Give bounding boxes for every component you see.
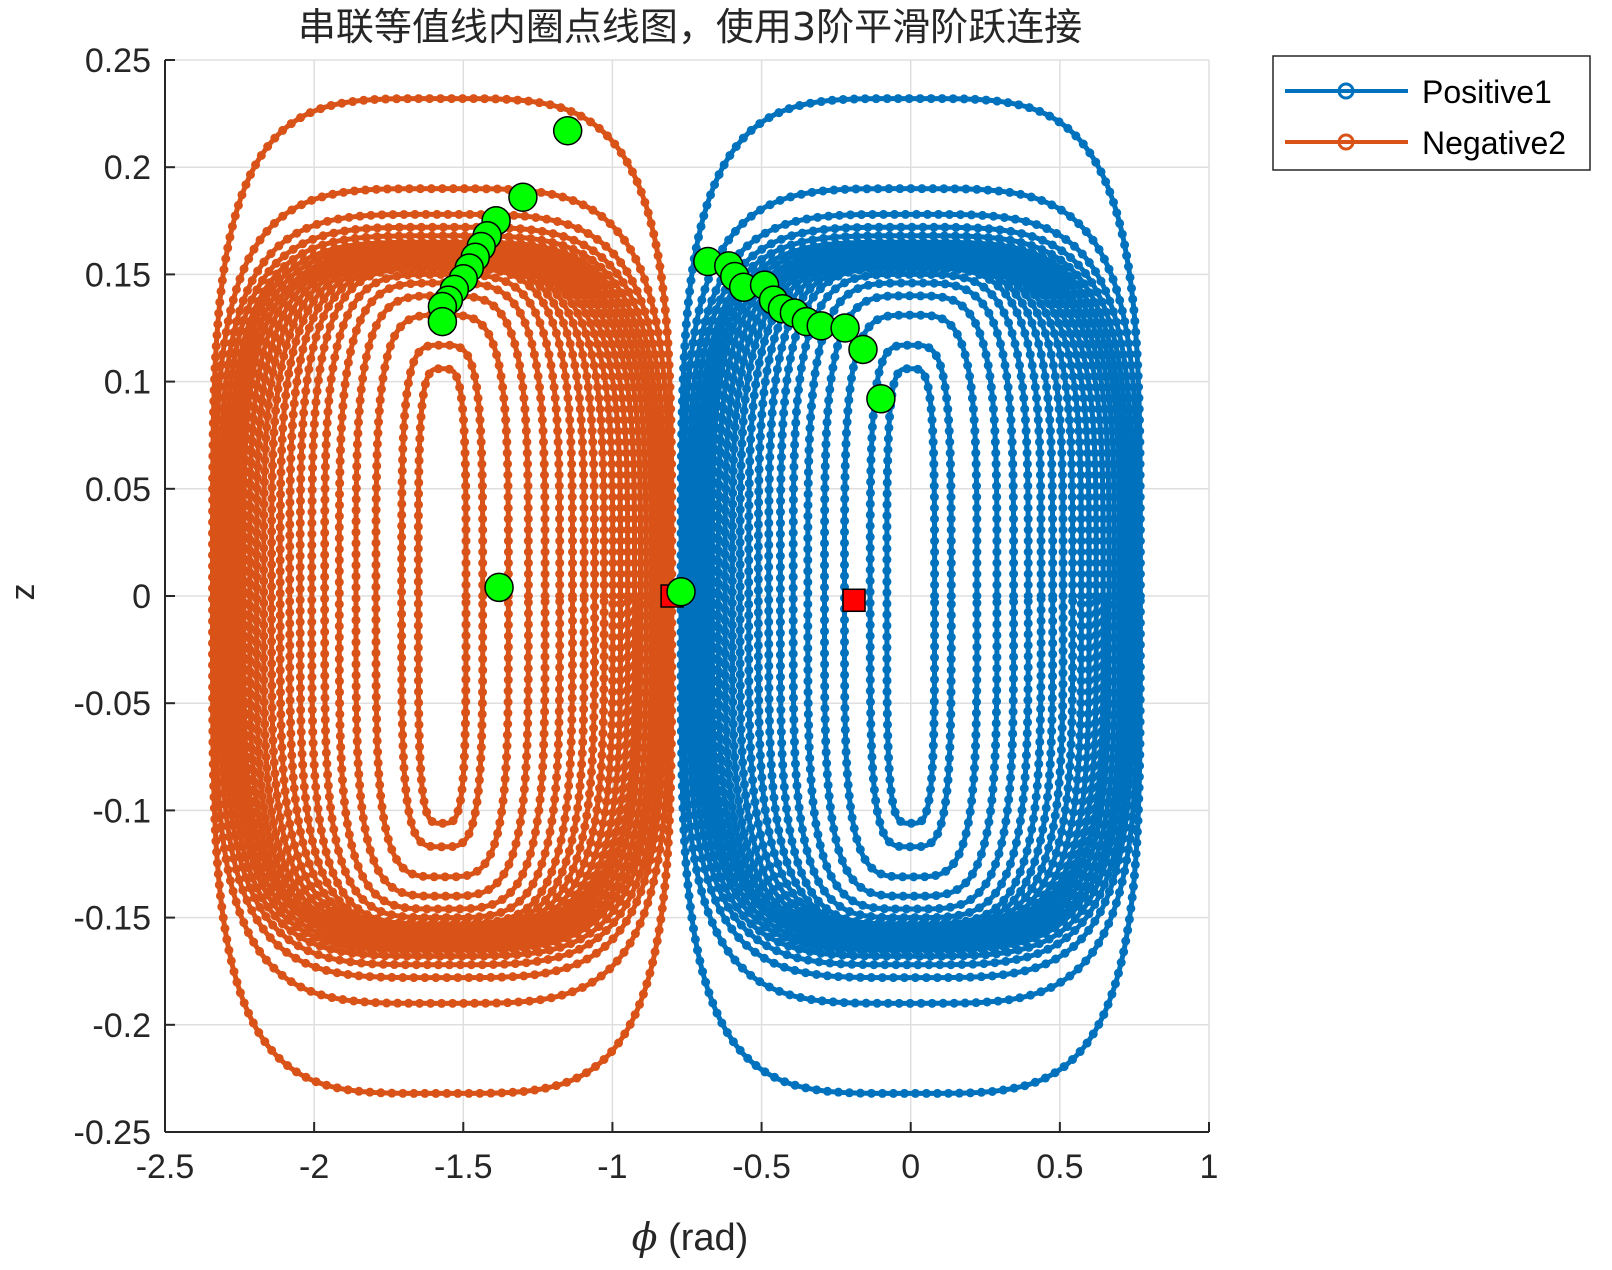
contour-line-1-8 <box>247 250 638 942</box>
contour-line-1-12 <box>277 258 607 934</box>
x-tick-label-5: 0 <box>901 1148 920 1186</box>
legend-entry-negative2: Negative2 <box>1285 125 1566 161</box>
green-marker-26 <box>866 384 896 414</box>
legend-entry-positive1: Positive1 <box>1285 74 1552 110</box>
green-marker-12 <box>484 572 514 603</box>
contour-line-0-18 <box>822 293 1000 899</box>
y-tick-label-4: -0.05 <box>74 685 152 723</box>
contour-line-0-10 <box>729 254 1092 938</box>
marker-layer <box>427 116 896 613</box>
contour-line-0-21 <box>884 366 938 826</box>
green-marker-0 <box>552 116 583 146</box>
legend-marker-positive1 <box>1337 82 1355 100</box>
contour-line-1-3 <box>221 224 663 968</box>
contour-line-0-15 <box>777 265 1044 927</box>
contour-line-0-14 <box>766 263 1056 929</box>
contour-line-0-12 <box>746 258 1076 934</box>
red-marker-1 <box>842 588 866 613</box>
contour-line-1-9 <box>254 252 631 940</box>
contour-line-1-13 <box>287 261 598 931</box>
green-marker-24 <box>830 313 860 343</box>
legend-box <box>1272 55 1591 171</box>
contour-line-0-20 <box>867 342 954 850</box>
y-tick-label-9: 0.2 <box>104 149 151 187</box>
y-tick-label-6: 0.05 <box>85 471 151 509</box>
x-axis-label: ϕ (rad) <box>632 1215 749 1259</box>
contour-line-0-11 <box>737 256 1084 936</box>
contour-line-1-6 <box>235 243 649 949</box>
contour-line-1-18 <box>353 293 531 899</box>
contour-line-1-21 <box>415 366 469 826</box>
y-tick-label-0: -0.25 <box>74 1114 152 1152</box>
green-marker-13 <box>666 576 696 607</box>
x-tick-label-0: -2.5 <box>136 1148 195 1186</box>
contour-line-1-2 <box>217 211 667 981</box>
contour-line-0-6 <box>704 243 1117 949</box>
x-tick-label-2: -1.5 <box>434 1148 493 1186</box>
y-tick-label-10: 0.25 <box>85 42 151 80</box>
tick-labels: -2.5 -2 -1.5 -1 -0.5 0 0.5 1 -0.25 -0.2 -0.15 -0.1 -… <box>74 42 1219 1186</box>
contour-line-1-14 <box>297 263 587 929</box>
green-marker-11 <box>427 306 458 337</box>
y-tick-label-7: 0.1 <box>104 364 151 402</box>
x-axis-label-unit: (rad) <box>668 1217 748 1259</box>
series-negative2 <box>208 94 677 1098</box>
contour-line-0-16 <box>790 271 1031 921</box>
y-tick-label-8: 0.15 <box>85 256 151 294</box>
contour-line-0-13 <box>755 261 1066 931</box>
x-axis-label-symbol: ϕ <box>632 1215 658 1259</box>
contour-line-0-5 <box>699 239 1122 953</box>
contour-line-1-5 <box>230 239 654 953</box>
y-tick-label-3: -0.1 <box>92 792 151 830</box>
contour-line-1-15 <box>309 265 575 927</box>
contour-line-0-17 <box>805 280 1017 912</box>
contour-line-0-4 <box>694 233 1127 959</box>
contour-line-1-11 <box>268 256 616 936</box>
legend-label-positive1: Positive1 <box>1422 74 1552 110</box>
legend: Positive1 Negative2 <box>1272 55 1591 171</box>
chart-title: 串联等值线内圈点线图，使用3阶平滑阶跃连接 <box>298 5 1082 49</box>
legend-label-negative2: Negative2 <box>1422 125 1566 161</box>
contour-line-1-17 <box>336 280 548 912</box>
legend-marker-negative2 <box>1337 133 1355 151</box>
y-tick-label-1: -0.2 <box>92 1007 151 1045</box>
green-marker-1 <box>508 182 538 212</box>
contour-line-1-10 <box>261 254 623 938</box>
contour-line-1-4 <box>226 233 658 959</box>
x-tick-label-7: 1 <box>1200 1148 1219 1186</box>
x-tick-label-3: -1 <box>597 1148 627 1186</box>
y-tick-label-2: -0.15 <box>74 900 152 938</box>
contour-line-1-16 <box>322 271 563 921</box>
contour-line-0-8 <box>715 250 1106 942</box>
y-axis-label: z <box>4 584 42 601</box>
contour-line-1-20 <box>399 342 486 850</box>
y-tick-label-5: 0 <box>132 578 151 616</box>
x-tick-label-6: 0.5 <box>1036 1148 1083 1186</box>
x-tick-label-1: -2 <box>299 1148 329 1186</box>
green-marker-25 <box>848 334 878 365</box>
x-tick-label-4: -0.5 <box>732 1148 791 1186</box>
contour-line-0-9 <box>722 252 1099 940</box>
contour-line-1-19 <box>373 312 511 880</box>
axes-layer <box>164 59 1210 1133</box>
